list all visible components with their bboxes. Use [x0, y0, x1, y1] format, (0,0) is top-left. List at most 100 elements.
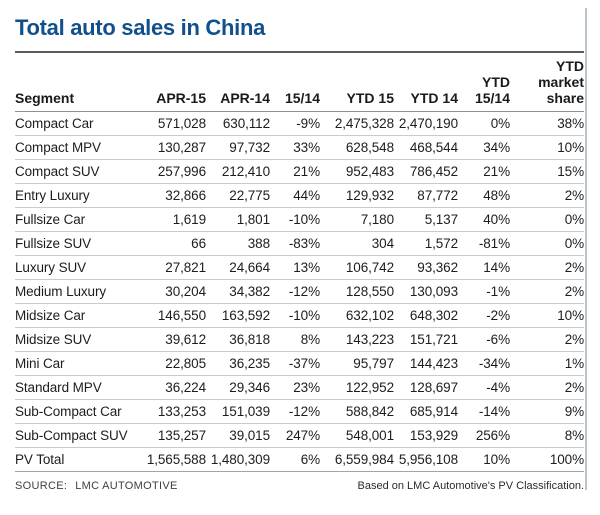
source-label: SOURCE:	[15, 480, 68, 493]
value-cell: 388	[206, 231, 270, 257]
value-cell: 212,410	[206, 159, 270, 185]
value-cell: -10%	[270, 303, 320, 329]
value-cell: 163,592	[206, 303, 270, 329]
value-cell: -81%	[458, 231, 510, 257]
value-cell: 786,452	[394, 159, 458, 185]
segment-cell: Luxury SUV	[15, 255, 133, 281]
page-edge-line	[585, 8, 587, 490]
value-cell: 2,470,190	[394, 111, 458, 137]
value-cell: 95,797	[320, 351, 394, 377]
value-cell: 5,137	[394, 207, 458, 233]
value-cell: 24,664	[206, 255, 270, 281]
segment-cell: Compact MPV	[15, 135, 133, 161]
segment-cell: PV Total	[15, 447, 133, 473]
value-cell: -2%	[458, 303, 510, 329]
value-cell: 648,302	[394, 303, 458, 329]
value-cell: 628,548	[320, 135, 394, 161]
header-row: Segment APR-15 APR-14 15/14 YTD 15 YTD 1…	[15, 58, 584, 113]
source-value: LMC AUTOMOTIVE	[75, 480, 178, 493]
value-cell: 39,015	[206, 423, 270, 449]
value-cell: 632,102	[320, 303, 394, 329]
segment-cell: Mini Car	[15, 351, 133, 377]
value-cell: 128,550	[320, 279, 394, 305]
value-cell: 106,742	[320, 255, 394, 281]
value-cell: 34,382	[206, 279, 270, 305]
value-cell: 146,550	[133, 303, 206, 329]
value-cell: 30,204	[133, 279, 206, 305]
value-cell: -14%	[458, 399, 510, 425]
table-row: Compact SUV 257,996 212,410 21% 952,483 786,4…	[15, 159, 584, 185]
value-cell: 122,952	[320, 375, 394, 401]
value-cell: 13%	[270, 255, 320, 281]
value-cell: 6,559,984	[320, 447, 394, 473]
title-divider	[15, 51, 584, 54]
page-title: Total auto sales in China	[15, 15, 266, 40]
value-cell: 1,619	[133, 207, 206, 233]
segment-cell: Medium Luxury	[15, 279, 133, 305]
value-cell: 128,697	[394, 375, 458, 401]
value-cell: 548,001	[320, 423, 394, 449]
value-cell: 468,544	[394, 135, 458, 161]
value-cell: -6%	[458, 327, 510, 353]
value-cell: 87,772	[394, 183, 458, 209]
segment-cell: Compact Car	[15, 111, 133, 137]
value-cell: 630,112	[206, 111, 270, 137]
value-cell: -37%	[270, 351, 320, 377]
value-cell: 36,818	[206, 327, 270, 353]
value-cell: 39,612	[133, 327, 206, 353]
source-credit: SOURCE: LMC AUTOMOTIVE	[15, 480, 178, 492]
table-body: Compact Car 571,028 630,112 -9% 2,475,328 2,4…	[15, 111, 584, 473]
value-cell: -10%	[270, 207, 320, 233]
segment-cell: Standard MPV	[15, 375, 133, 401]
value-cell: 1%	[510, 351, 584, 377]
footer: SOURCE: LMC AUTOMOTIVE Based on LMC Autom…	[15, 480, 584, 492]
table-row: Compact MPV 130,287 97,732 33% 628,548 468,54…	[15, 135, 584, 161]
value-cell: 133,253	[133, 399, 206, 425]
value-cell: 129,932	[320, 183, 394, 209]
value-cell: 9%	[510, 399, 584, 425]
table-row: Luxury SUV 27,821 24,664 13% 106,742 93,362 14…	[15, 255, 584, 281]
column-header-ytd1514: YTD 15/14	[458, 59, 510, 113]
value-cell: 6%	[270, 447, 320, 473]
value-cell: 27,821	[133, 255, 206, 281]
value-cell: 33%	[270, 135, 320, 161]
value-cell: 588,842	[320, 399, 394, 425]
column-header-ytd15: YTD 15	[320, 59, 394, 113]
value-cell: 10%	[510, 135, 584, 161]
segment-cell: Midsize SUV	[15, 327, 133, 353]
value-cell: 21%	[458, 159, 510, 185]
value-cell: 2%	[510, 375, 584, 401]
table-row: Entry Luxury 32,866 22,775 44% 129,932 87,772…	[15, 183, 584, 209]
column-header-apr15: APR-15	[133, 59, 206, 113]
segment-cell: Sub-Compact SUV	[15, 423, 133, 449]
column-header-segment: Segment	[15, 59, 133, 113]
value-cell: 153,929	[394, 423, 458, 449]
value-cell: 151,039	[206, 399, 270, 425]
value-cell: 93,362	[394, 255, 458, 281]
value-cell: 10%	[458, 447, 510, 473]
value-cell: 135,257	[133, 423, 206, 449]
value-cell: 2,475,328	[320, 111, 394, 137]
value-cell: 100%	[510, 447, 584, 473]
value-cell: 257,996	[133, 159, 206, 185]
value-cell: 44%	[270, 183, 320, 209]
value-cell: -1%	[458, 279, 510, 305]
value-cell: 29,346	[206, 375, 270, 401]
value-cell: 1,572	[394, 231, 458, 257]
table-row: Midsize SUV 39,612 36,818 8% 143,223 151,721-…	[15, 327, 584, 353]
value-cell: 36,224	[133, 375, 206, 401]
value-cell: -4%	[458, 375, 510, 401]
value-cell: 97,732	[206, 135, 270, 161]
value-cell: 21%	[270, 159, 320, 185]
table-row: Sub-Compact Car 133,253 151,039 -12% 588,842…	[15, 399, 584, 425]
segment-cell: Sub-Compact Car	[15, 399, 133, 425]
table-row: Midsize Car 146,550 163,592 -10% 632,102 648,…	[15, 303, 584, 329]
segment-cell: Fullsize Car	[15, 207, 133, 233]
value-cell: 685,914	[394, 399, 458, 425]
value-cell: 130,093	[394, 279, 458, 305]
value-cell: -9%	[270, 111, 320, 137]
value-cell: 34%	[458, 135, 510, 161]
table-row: Fullsize Car 1,619 1,801 -10% 7,180 5,137 40% 0…	[15, 207, 584, 233]
value-cell: 2%	[510, 183, 584, 209]
